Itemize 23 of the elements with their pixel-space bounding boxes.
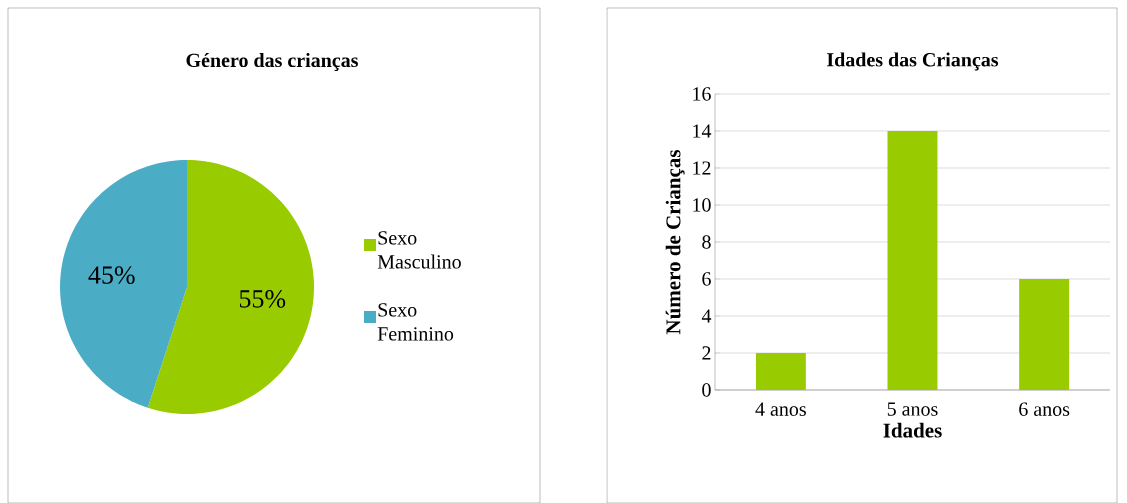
x-axis-title: Idades <box>883 422 942 438</box>
legend-label: Sexo Feminino <box>377 303 454 341</box>
legend-label: Sexo Masculino <box>377 231 461 269</box>
x-tick-label: 6 anos <box>1019 402 1070 416</box>
bar <box>755 352 806 390</box>
y-tick-label: 6 <box>702 272 711 286</box>
y-tick-label: 4 <box>701 309 712 323</box>
y-tick-label: 2 <box>702 346 711 360</box>
bar <box>887 130 938 390</box>
y-tick-label: 8 <box>702 235 711 249</box>
y-tick-label: 10 <box>693 198 711 212</box>
chart-title: Género das crianças <box>186 52 358 71</box>
y-tick-label: 14 <box>693 124 712 138</box>
x-tick-label: 4 anos <box>755 402 806 416</box>
bar <box>1019 278 1070 390</box>
y-axis-title: Número de Crianças <box>665 149 685 335</box>
y-tick-label: 12 <box>693 161 711 175</box>
data-label: 45% <box>88 266 135 284</box>
chart-title: Idades das Crianças <box>827 52 999 71</box>
data-label: 55% <box>239 290 286 308</box>
x-tick-label: 5 anos <box>887 402 938 416</box>
y-tick-label: 0 <box>702 383 711 397</box>
y-tick-label: 16 <box>693 87 711 101</box>
